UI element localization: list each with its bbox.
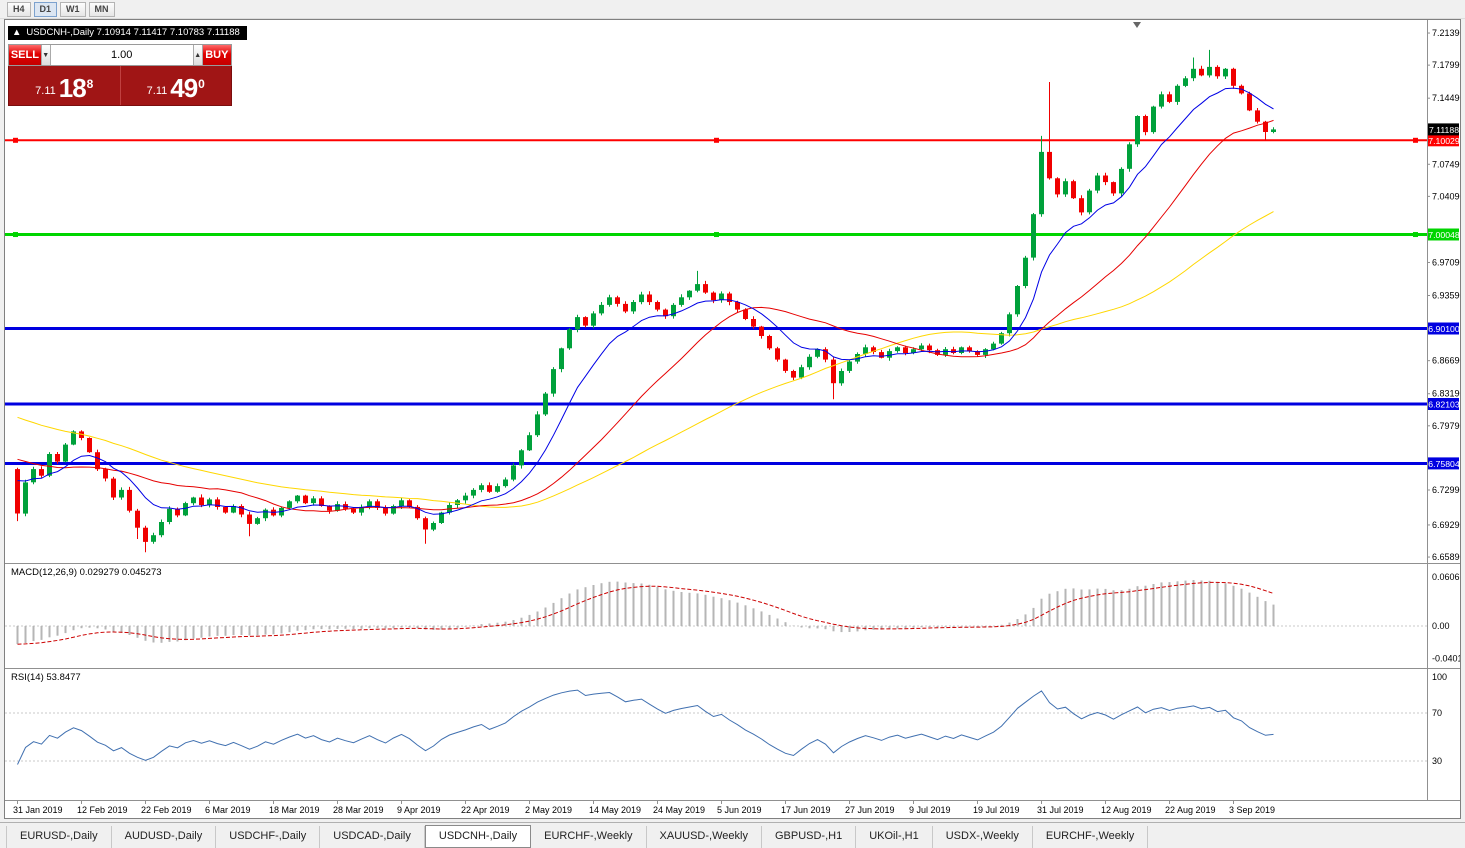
chart-tab-xauusd-weekly[interactable]: XAUUSD-,Weekly [646, 826, 762, 848]
macd-indicator-label: MACD(12,26,9) 0.029279 0.045273 [11, 567, 162, 578]
candles [15, 49, 1276, 553]
buy-price-small: 7.11 [146, 85, 168, 97]
svg-text:100: 100 [1432, 672, 1447, 682]
date-axis: 31 Jan 2019 12 Feb 2019 22 Feb 2019 6 Mar 2… [13, 801, 1275, 815]
chart-tab-eurusd-daily[interactable]: EURUSD-,Daily [6, 826, 112, 848]
rsi-indicator-label: RSI(14) 53.8477 [11, 672, 81, 683]
buy-button[interactable]: BUY [202, 45, 231, 65]
chart-tab-gbpusd-h1[interactable]: GBPUSD-,H1 [761, 826, 857, 848]
svg-text:18 Mar 2019: 18 Mar 2019 [269, 805, 320, 815]
svg-text:7.10029: 7.10029 [1428, 136, 1460, 146]
price-chart: 7.21390 7.17990 7.14490 7.07490 7.04090 6.970… [5, 20, 1460, 815]
sell-button[interactable]: SELL [9, 45, 41, 65]
chart-tab-usdx-weekly[interactable]: USDX-,Weekly [932, 826, 1033, 848]
svg-text:28 Mar 2019: 28 Mar 2019 [333, 805, 384, 815]
horizontal-level-lines[interactable] [5, 137, 1427, 465]
svg-text:7.11188: 7.11188 [1429, 125, 1459, 135]
svg-text:7.14490: 7.14490 [1432, 93, 1460, 103]
chart-tab-usdchf-daily[interactable]: USDCHF-,Daily [216, 826, 321, 848]
svg-text:31 Jul 2019: 31 Jul 2019 [1037, 805, 1084, 815]
svg-text:6.65890: 6.65890 [1432, 552, 1460, 562]
svg-text:27 Jun 2019: 27 Jun 2019 [845, 805, 895, 815]
svg-text:6.93590: 6.93590 [1432, 291, 1460, 301]
svg-text:70: 70 [1432, 708, 1442, 718]
svg-text:6.83190: 6.83190 [1432, 389, 1460, 399]
svg-text:22 Apr 2019: 22 Apr 2019 [461, 805, 510, 815]
price-divider [119, 66, 121, 105]
svg-text:-0.040152: -0.040152 [1432, 653, 1460, 663]
chart-tab-ukoil-h1[interactable]: UKOil-,H1 [856, 826, 933, 848]
svg-text:31 Jan 2019: 31 Jan 2019 [13, 805, 63, 815]
chart-shift-marker-icon [1133, 22, 1141, 28]
svg-text:22 Aug 2019: 22 Aug 2019 [1165, 805, 1216, 815]
svg-text:6.82103: 6.82103 [1428, 399, 1460, 409]
svg-text:0.00: 0.00 [1432, 621, 1450, 631]
chart-window: 7.21390 7.17990 7.14490 7.07490 7.04090 6.970… [4, 19, 1461, 819]
sell-price-big: 18 [58, 73, 87, 103]
moving-averages [17, 87, 1274, 515]
svg-text:6.79790: 6.79790 [1432, 421, 1460, 431]
svg-text:24 May 2019: 24 May 2019 [653, 805, 705, 815]
chart-title-bar[interactable]: ▲ USDCNH-,Daily 7.10914 7.11417 7.10783 7… [8, 26, 247, 40]
svg-text:6.72990: 6.72990 [1432, 485, 1460, 495]
svg-text:6.97090: 6.97090 [1432, 257, 1460, 267]
buy-price-sup: 0 [198, 77, 205, 91]
volume-input[interactable] [50, 45, 193, 65]
pane-separators [5, 20, 1460, 801]
buy-price-big: 49 [170, 73, 198, 103]
svg-text:17 Jun 2019: 17 Jun 2019 [781, 805, 831, 815]
one-click-controls: SELL ▼ ▲ BUY [8, 44, 232, 66]
buy-price-display[interactable]: 7.11 49 0 [121, 66, 232, 105]
collapse-arrow-icon: ▲ [12, 27, 22, 38]
svg-text:6.90100: 6.90100 [1428, 324, 1460, 334]
sell-price-sup: 8 [86, 77, 94, 91]
svg-text:7.00048: 7.00048 [1428, 230, 1460, 240]
svg-text:22 Feb 2019: 22 Feb 2019 [141, 805, 192, 815]
svg-text:3 Sep 2019: 3 Sep 2019 [1229, 805, 1275, 815]
one-click-prices: 7.11 18 8 7.11 49 0 [8, 66, 232, 106]
svg-text:6.75804: 6.75804 [1428, 459, 1460, 469]
svg-text:7.21390: 7.21390 [1432, 28, 1460, 38]
svg-text:14 May 2019: 14 May 2019 [589, 805, 641, 815]
chart-tab-eurchf-weekly[interactable]: EURCHF-,Weekly [1032, 826, 1149, 848]
svg-text:6.69290: 6.69290 [1432, 520, 1460, 530]
svg-text:12 Feb 2019: 12 Feb 2019 [77, 805, 128, 815]
svg-text:30: 30 [1432, 756, 1442, 766]
timeframe-button-d1[interactable]: D1 [33, 1, 58, 17]
macd-pane [5, 580, 1427, 645]
rsi-pane [5, 689, 1427, 765]
sell-price-display[interactable]: 7.11 18 8 [9, 66, 120, 105]
svg-text:9 Apr 2019: 9 Apr 2019 [397, 805, 441, 815]
svg-text:19 Jul 2019: 19 Jul 2019 [973, 805, 1020, 815]
sell-price-small: 7.11 [35, 85, 56, 97]
svg-text:7.07490: 7.07490 [1432, 159, 1460, 169]
chart-tab-usdcad-daily[interactable]: USDCAD-,Daily [320, 826, 425, 848]
timeframe-toolbar: H4 D1 W1 MN [0, 0, 1465, 19]
svg-text:12 Aug 2019: 12 Aug 2019 [1101, 805, 1152, 815]
volume-down-button[interactable]: ▼ [40, 45, 51, 65]
svg-text:0.060674: 0.060674 [1432, 572, 1460, 582]
svg-text:7.04090: 7.04090 [1432, 191, 1460, 201]
volume-up-button[interactable]: ▲ [192, 45, 203, 65]
chart-tab-usdcnh-daily[interactable]: USDCNH-,Daily [424, 825, 532, 848]
chart-tab-eurchf-weekly[interactable]: EURCHF-,Weekly [531, 826, 647, 848]
svg-text:6.86690: 6.86690 [1432, 356, 1460, 366]
timeframe-button-mn[interactable]: MN [88, 1, 115, 17]
chart-ohlc-text: USDCNH-,Daily 7.10914 7.11417 7.10783 7.… [26, 27, 240, 38]
chart-tabs-bar: EURUSD-,Daily AUDUSD-,Daily USDCHF-,Daily U… [0, 822, 1465, 848]
timeframe-button-w1[interactable]: W1 [60, 1, 86, 17]
price-axis: 7.21390 7.17990 7.14490 7.07490 7.04090 6.970… [1427, 28, 1460, 766]
svg-text:2 May 2019: 2 May 2019 [525, 805, 572, 815]
svg-text:7.17990: 7.17990 [1432, 60, 1460, 70]
timeframe-button-h4[interactable]: H4 [7, 1, 31, 17]
svg-text:6 Mar 2019: 6 Mar 2019 [205, 805, 251, 815]
svg-text:9 Jul 2019: 9 Jul 2019 [909, 805, 951, 815]
chart-tab-audusd-daily[interactable]: AUDUSD-,Daily [111, 826, 217, 848]
svg-text:5 Jun 2019: 5 Jun 2019 [717, 805, 762, 815]
